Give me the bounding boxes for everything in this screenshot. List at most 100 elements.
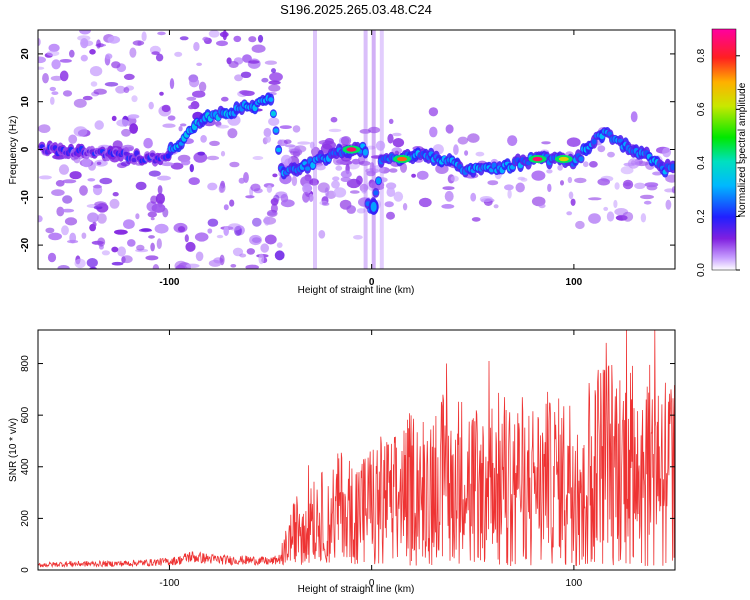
y-tick-label: 0 [20, 567, 31, 573]
noise-blob [81, 232, 87, 239]
noise-blob [97, 213, 107, 224]
noise-blob [402, 203, 408, 211]
noise-blob [346, 205, 357, 214]
ridge-core [268, 97, 274, 102]
snr-x-label: Height of straight line (km) [298, 584, 415, 595]
noise-blob [276, 242, 283, 249]
noise-blob [147, 211, 157, 218]
noise-blob [62, 195, 73, 204]
noise-blob [229, 161, 240, 168]
snr-x-ticks: -100 0 100 [159, 330, 583, 589]
noise-blob [189, 77, 200, 88]
noise-blob [92, 221, 97, 228]
noise-blob [175, 264, 186, 269]
noise-blob [242, 54, 252, 63]
noise-blob [546, 169, 553, 174]
noise-blob [297, 141, 311, 145]
noise-blob [531, 170, 546, 181]
noise-blob [493, 204, 499, 209]
noise-blob [358, 160, 371, 166]
noise-blob [151, 51, 160, 56]
noise-blob [174, 51, 183, 57]
noise-blob [445, 124, 454, 134]
noise-blob [223, 204, 229, 211]
noise-blob [233, 35, 242, 43]
noise-blob [258, 253, 265, 265]
noise-blob [169, 78, 175, 90]
noise-blob [318, 230, 326, 239]
noise-blob [351, 158, 361, 165]
noise-streak [313, 30, 317, 269]
noise-blob [280, 199, 295, 208]
noise-blob [392, 132, 402, 137]
noise-blob [156, 238, 162, 250]
noise-blob [131, 95, 138, 103]
noise-blob [93, 88, 107, 95]
noise-blob [61, 208, 75, 213]
noise-blob [220, 150, 226, 157]
noise-blob [99, 177, 113, 185]
noise-blob [38, 66, 45, 70]
noise-blob [317, 182, 330, 193]
noise-blob [157, 175, 171, 181]
spectrogram-y-ticks: -20 -10 0 10 20 [20, 48, 675, 252]
noise-blob [227, 128, 238, 139]
noise-blob [346, 178, 361, 189]
noise-blob [229, 199, 235, 207]
hotspot [532, 156, 543, 162]
noise-blob [185, 241, 196, 252]
noise-blob [115, 85, 126, 94]
noise-blob [268, 84, 281, 92]
noise-blob [56, 206, 65, 217]
noise-blob [471, 217, 481, 222]
noise-blob [248, 60, 260, 64]
noise-blob [222, 30, 227, 41]
noise-blob [207, 182, 218, 191]
y-tick-label: -20 [20, 237, 31, 252]
noise-blob [123, 73, 135, 80]
y-tick-label: 800 [20, 355, 31, 372]
noise-blob [263, 216, 270, 226]
noise-blob [140, 228, 152, 232]
noise-blob [353, 235, 363, 240]
noise-blob [627, 158, 640, 169]
noise-blob [570, 198, 576, 206]
noise-blob [662, 147, 672, 158]
noise-blob [200, 135, 207, 143]
noise-blob [228, 61, 239, 68]
noise-blob [192, 90, 206, 98]
noise-blob [507, 135, 518, 147]
noise-blob [82, 95, 93, 101]
noise-blob [81, 157, 92, 168]
noise-blob [152, 264, 160, 269]
noise-blob [560, 180, 564, 186]
noise-blob [302, 191, 310, 203]
ridge-layer [38, 92, 675, 215]
noise-blob [280, 154, 292, 166]
snr-series-line [38, 330, 675, 569]
colorbar-ticks: 0.0 0.2 0.4 0.6 0.8 [696, 48, 740, 277]
noise-blob [251, 217, 262, 227]
ridge-core [305, 166, 311, 171]
noise-blob [117, 246, 126, 257]
noise-blob [264, 234, 277, 245]
noise-blob [359, 183, 369, 193]
y-tick-label: 20 [20, 48, 31, 60]
noise-blob [324, 138, 334, 145]
noise-blob [356, 208, 366, 214]
noise-blob [583, 161, 589, 168]
noise-blob [150, 217, 155, 221]
noise-blob [207, 218, 219, 227]
noise-blob [155, 193, 165, 205]
noise-blob [309, 178, 319, 186]
noise-blob [366, 170, 376, 177]
noise-blob [73, 98, 87, 108]
noise-blob [464, 150, 469, 156]
noise-blob [81, 40, 94, 47]
noise-blob [279, 125, 292, 129]
noise-blob [487, 180, 499, 186]
noise-blob [266, 185, 273, 193]
noise-blob [109, 198, 120, 209]
noise-blob [216, 234, 224, 239]
noise-blob [129, 47, 137, 58]
